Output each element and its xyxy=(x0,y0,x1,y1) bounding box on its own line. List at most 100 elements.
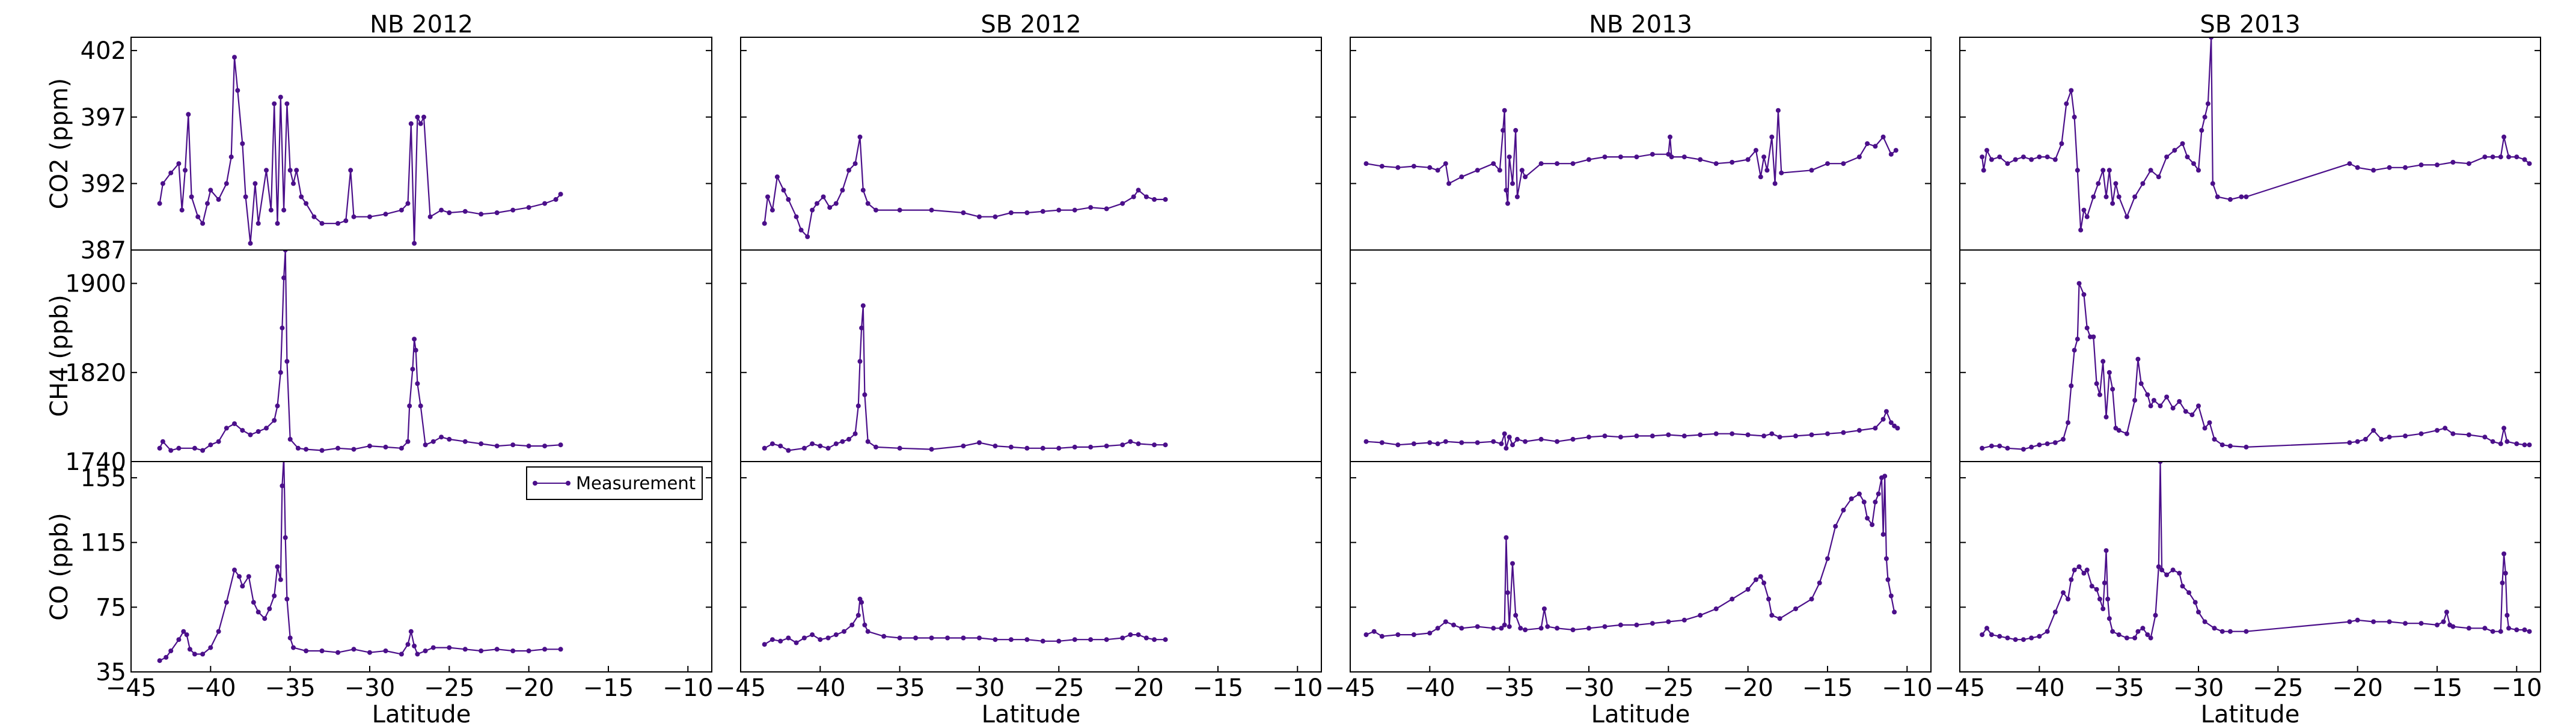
data-point xyxy=(2498,629,2503,634)
data-point xyxy=(798,227,804,233)
y-tick-label: 115 xyxy=(81,529,126,557)
data-point xyxy=(2387,619,2392,624)
data-point xyxy=(1841,507,1846,513)
data-point xyxy=(1809,432,1814,438)
data-point xyxy=(224,600,229,605)
data-point xyxy=(945,635,950,641)
data-point xyxy=(558,192,563,197)
data-point xyxy=(2132,635,2138,641)
data-point xyxy=(929,207,934,213)
data-point xyxy=(2078,227,2084,233)
data-point xyxy=(1499,441,1504,447)
data-point xyxy=(778,444,783,449)
data-point xyxy=(1555,161,1560,166)
x-axis-label: Latitude xyxy=(982,701,1081,726)
data-point xyxy=(304,447,309,452)
data-point xyxy=(558,442,563,448)
data-point xyxy=(1882,474,1888,479)
data-point xyxy=(2061,590,2066,596)
x-tick-label: −35 xyxy=(1484,674,1534,702)
data-point xyxy=(1793,606,1798,611)
data-point xyxy=(2435,622,2440,627)
data-point xyxy=(2177,399,2182,404)
data-point xyxy=(335,445,341,451)
data-point xyxy=(183,168,188,173)
data-point xyxy=(246,574,251,579)
data-point xyxy=(1681,617,1687,623)
data-point xyxy=(2227,629,2233,634)
x-tick-label: −20 xyxy=(1722,674,1773,702)
data-point xyxy=(1841,430,1846,435)
data-point xyxy=(2501,551,2507,557)
x-tick-label: −10 xyxy=(2491,674,2542,702)
data-point xyxy=(1152,442,1157,448)
data-point xyxy=(383,444,388,450)
data-point xyxy=(1504,535,1509,540)
data-point xyxy=(2135,629,2141,634)
data-point xyxy=(786,197,791,202)
data-point xyxy=(160,181,165,186)
data-point xyxy=(1885,577,1891,582)
series-line xyxy=(159,56,561,244)
data-point xyxy=(2170,567,2176,573)
data-point xyxy=(1769,134,1775,139)
data-point xyxy=(1586,435,1591,440)
y-axis-label-co2: CO2 (ppm) xyxy=(46,78,73,210)
data-point xyxy=(1435,441,1440,447)
series-measurement xyxy=(762,596,1168,647)
data-point xyxy=(1745,157,1751,162)
data-point xyxy=(961,210,966,215)
data-point xyxy=(2075,337,2080,342)
data-point xyxy=(860,303,866,308)
data-point xyxy=(287,168,293,173)
data-point xyxy=(1618,622,1623,627)
data-point xyxy=(2371,168,2376,173)
data-point xyxy=(2220,442,2225,448)
x-tick-label: −30 xyxy=(344,674,395,702)
axes-frame xyxy=(1959,37,2541,251)
x-tick-label: −10 xyxy=(1882,674,1932,702)
x-tick-label: −25 xyxy=(1643,674,1693,702)
data-point xyxy=(778,638,783,644)
data-point xyxy=(1163,197,1168,202)
data-point xyxy=(2202,426,2207,431)
panel-nb-2012: NB 2012 387 392 397 402 1740 1820 1900 35 75 115 15… xyxy=(65,11,713,726)
data-point xyxy=(168,170,174,175)
data-point xyxy=(1459,174,1464,180)
data-point xyxy=(825,445,831,451)
data-point xyxy=(439,207,444,213)
data-point xyxy=(1395,632,1401,638)
data-point xyxy=(2220,629,2225,634)
data-point xyxy=(2072,567,2077,573)
y-tick-label: 1820 xyxy=(65,359,126,387)
data-point xyxy=(1128,632,1133,638)
data-point xyxy=(2081,570,2087,576)
data-point xyxy=(2183,409,2188,414)
data-point xyxy=(1669,154,1674,160)
data-point xyxy=(2106,168,2112,173)
data-point xyxy=(186,112,191,117)
data-point xyxy=(1777,616,1782,621)
data-point xyxy=(184,632,189,638)
data-point xyxy=(176,445,182,451)
data-point xyxy=(413,347,418,353)
axes-frame xyxy=(1350,37,1932,251)
data-point xyxy=(2347,619,2352,624)
x-tick-label: −30 xyxy=(2173,674,2224,702)
data-point xyxy=(2514,627,2519,632)
data-point xyxy=(1510,561,1515,566)
data-point xyxy=(1519,168,1525,173)
subplot-co2 xyxy=(1959,37,2541,251)
data-point xyxy=(1491,161,1496,166)
series-measurement xyxy=(762,134,1168,239)
legend: Measurement xyxy=(526,466,703,500)
x-tick-label: −15 xyxy=(583,674,634,702)
data-point xyxy=(284,101,290,106)
data-point xyxy=(1777,435,1782,440)
data-point xyxy=(1514,436,1520,442)
data-point xyxy=(1104,444,1109,449)
data-point xyxy=(1120,442,1125,448)
data-point xyxy=(2215,194,2220,200)
data-point xyxy=(977,440,982,445)
data-point xyxy=(827,205,833,210)
